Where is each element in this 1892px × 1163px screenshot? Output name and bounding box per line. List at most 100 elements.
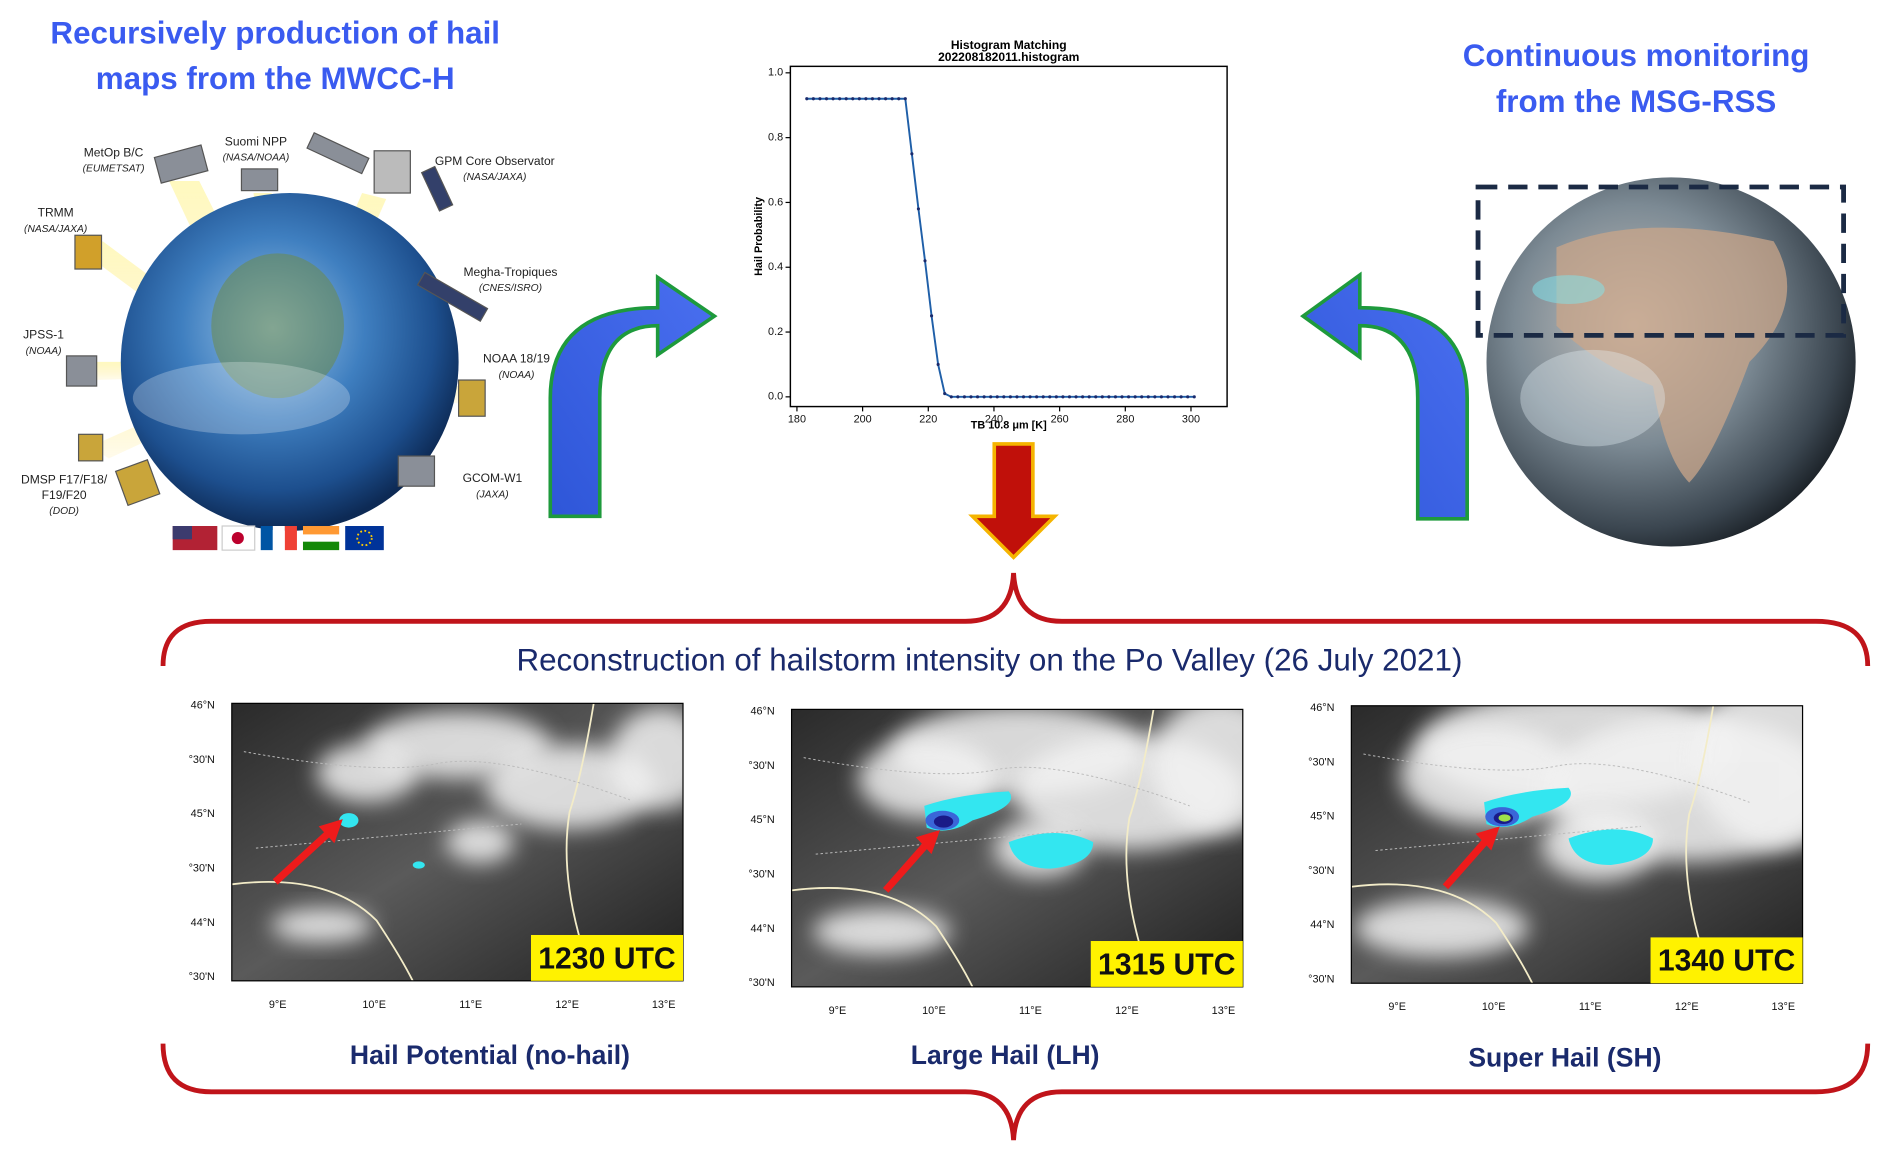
right-title: from the MSG-RSS (1496, 84, 1777, 119)
point (1159, 395, 1163, 399)
point (864, 97, 868, 101)
cloud (446, 820, 514, 864)
point (824, 97, 829, 101)
latitude-label: 45°N (1310, 811, 1334, 823)
right-title: Continuous monitoring (1463, 38, 1810, 73)
latitude-label: °30'N (1308, 756, 1334, 768)
x-axis-label: TB 10.8 μm [K] (971, 420, 1047, 432)
clouds (1532, 275, 1605, 305)
hail-map: 1315 UTC 46°N °30'N 45°N °30'N 44°N °30'N 9°E 10… (748, 706, 1244, 1070)
x-tick-label: 240 (985, 414, 1003, 426)
longitude-label: 9°E (1388, 1001, 1406, 1013)
satellite-agency: (NASA/NOAA) (223, 153, 290, 164)
y-tick-label: 0.2 (768, 326, 783, 338)
point (1153, 395, 1157, 399)
pointer-arrow-head (1475, 826, 1500, 851)
coastline (791, 709, 1155, 987)
latitude-label: °30'N (189, 971, 215, 983)
satellite-agency: (NASA/JAXA) (463, 172, 526, 183)
down-arrow (968, 442, 1059, 560)
point (995, 395, 999, 399)
cloud (316, 743, 418, 803)
flags (172, 525, 384, 551)
border (803, 757, 1190, 855)
map-image (231, 703, 683, 981)
point (844, 97, 848, 101)
latitude-label: 45°N (191, 808, 215, 820)
point (1002, 395, 1006, 399)
latitude-label: °30'N (748, 977, 774, 989)
y-axis-label: Hail Probability (753, 197, 765, 276)
point (1028, 395, 1032, 399)
point (1107, 395, 1111, 399)
longitude-label: 12°E (1675, 1001, 1699, 1013)
satellite-name: Suomi NPP (225, 135, 287, 149)
brace (160, 1043, 1871, 1141)
flow-arrow (1300, 271, 1469, 521)
y-tick-label: 0.0 (768, 391, 783, 403)
point (1008, 395, 1012, 399)
hail-map: 1230 UTC 46°N °30'N 45°N °30'N 44°N °30'N 9°E 10… (189, 700, 684, 1070)
x-tick-label: 300 (1182, 414, 1200, 426)
satellite-name: DMSP F17/F18/ (21, 472, 108, 486)
satellite-agency: (NASA/JAXA) (24, 224, 87, 235)
hail-cell (1008, 833, 1094, 869)
longitude-label: 10°E (1482, 1001, 1506, 1013)
point (1015, 395, 1019, 399)
point (1041, 395, 1045, 399)
rss-coverage-box (1475, 184, 1846, 338)
cloud (813, 908, 951, 955)
satellite-name: GPM Core Observator (435, 154, 555, 168)
satellite-agency: (NOAA) (26, 346, 62, 357)
chart-title: Histogram Matching (951, 38, 1067, 52)
hail-map: 1340 UTC 46°N °30'N 45°N °30'N 44°N °30'N 9°E 10… (1308, 702, 1804, 1072)
y-tick-label: 0.6 (768, 196, 783, 208)
chart: 0.0 0.2 0.4 0.6 0.8 1.0 180 200 220 240 260 280 300 (768, 67, 1200, 426)
point (890, 97, 894, 101)
map-frame (1350, 705, 1804, 984)
map-caption: Super Hail (SH) (1468, 1042, 1661, 1072)
longitude-label: 13°E (652, 999, 676, 1011)
point (989, 395, 993, 399)
longitude-label: 11°E (1019, 1005, 1042, 1017)
point (1074, 395, 1078, 399)
maps: 1230 UTC 46°N °30'N 45°N °30'N 44°N °30'N 9°E 10… (189, 700, 1804, 1072)
continent (211, 253, 344, 399)
point (805, 97, 809, 101)
point (949, 395, 953, 399)
point (903, 97, 907, 101)
time-label: 1315 UTC (1098, 948, 1235, 981)
point (1146, 395, 1150, 399)
point (1113, 395, 1118, 399)
point (1166, 395, 1170, 399)
clouds (1520, 349, 1666, 447)
latitude-label: 46°N (191, 700, 215, 712)
satellite-agency: (JAXA) (476, 489, 508, 500)
border (1363, 753, 1750, 852)
left-title: maps from the MWCC-H (96, 61, 455, 96)
cloud (1151, 709, 1243, 834)
point (897, 97, 901, 101)
chart-subtitle: 202208182011.histogram (938, 50, 1079, 64)
longitude-label: 10°E (922, 1005, 946, 1017)
point (943, 392, 947, 396)
point (857, 97, 861, 101)
latitude-label: 45°N (750, 814, 774, 826)
x-tick-label: 220 (919, 414, 937, 426)
longitude-label: 9°E (269, 999, 287, 1011)
longitude-label: 9°E (829, 1005, 847, 1017)
hail-cell (339, 813, 359, 828)
left-title: Recursively production of hail (50, 15, 500, 50)
hail-cell (412, 861, 425, 869)
latitude-label: °30'N (189, 754, 215, 766)
point (884, 97, 888, 101)
point (1067, 395, 1072, 399)
time-box (1650, 937, 1803, 984)
hail-cell (1498, 814, 1511, 822)
time-box (1090, 941, 1243, 987)
satellite-name: MetOp B/C (84, 145, 144, 159)
point (1140, 395, 1144, 399)
point (982, 395, 986, 399)
x-tick-label: 280 (1116, 414, 1134, 426)
